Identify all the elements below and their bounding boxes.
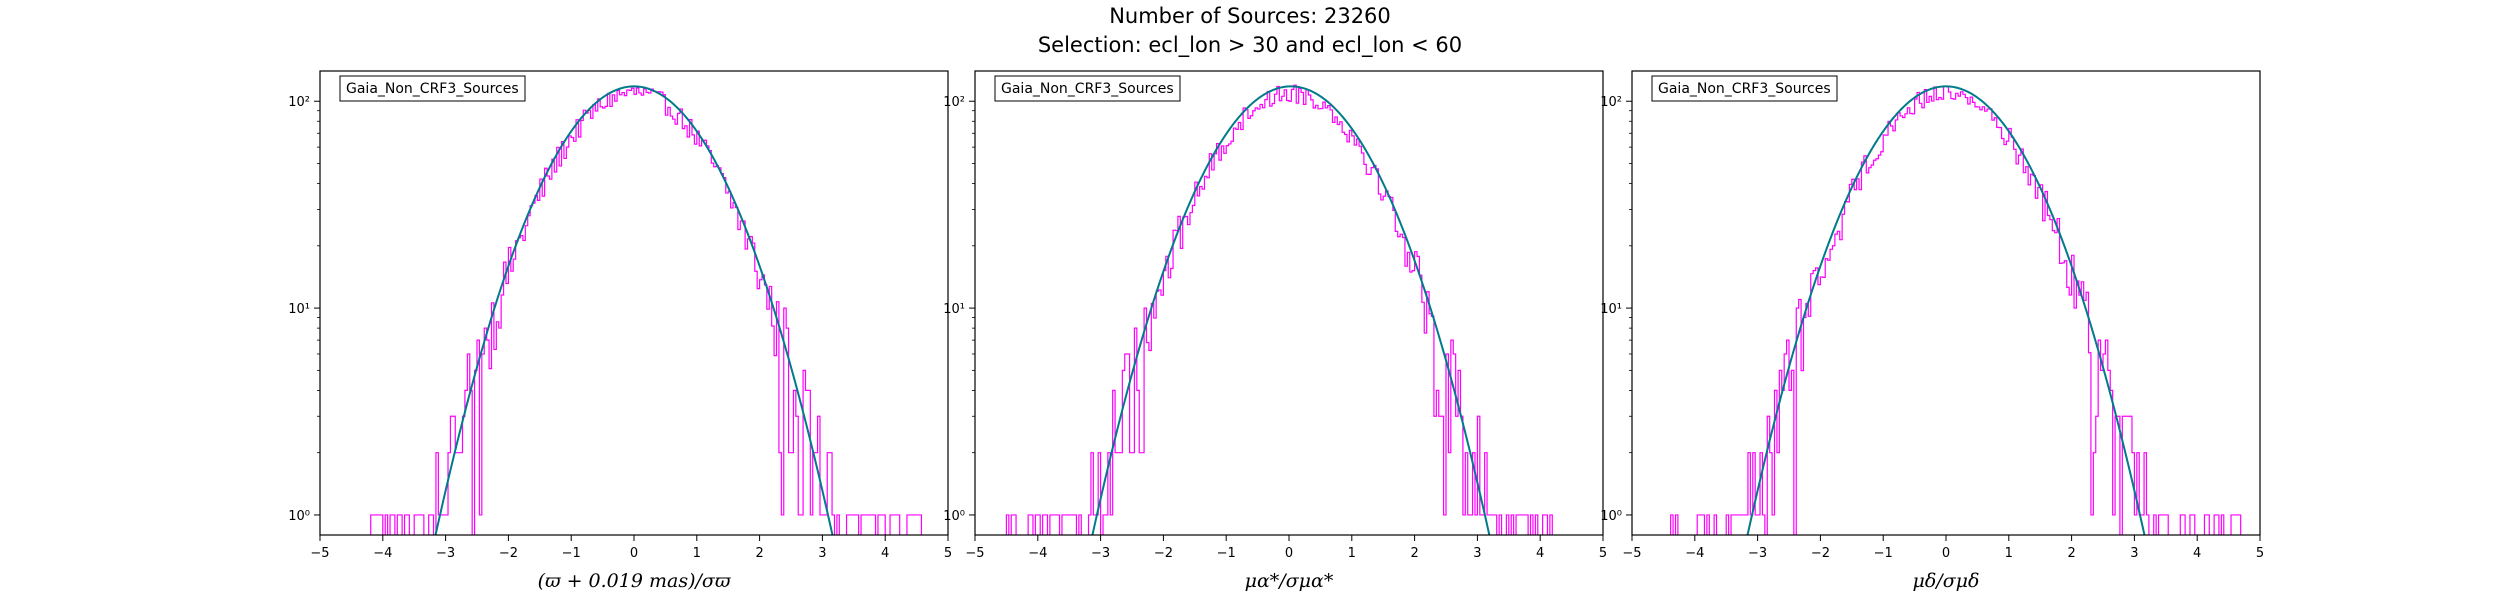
x-tick-label: −3 bbox=[1748, 546, 1767, 561]
chart-panel-1: −5 −4 −3 −2 −1 0 1 2 3 4 5 10⁰ 10¹ 10² Gaia_Non_CRF3_S… bbox=[288, 70, 952, 592]
x-tick-label: 1 bbox=[693, 546, 701, 561]
x-tick-label: 5 bbox=[1599, 546, 1607, 561]
x-tick-label: −1 bbox=[562, 546, 581, 561]
axes-frame bbox=[974, 70, 1604, 536]
legend-label: Gaia_Non_CRF3_Sources bbox=[1001, 81, 1174, 97]
gaussian-model-line bbox=[1746, 85, 2146, 535]
x-tick-label: −1 bbox=[1217, 546, 1236, 561]
y-tick-label: 10² bbox=[1600, 95, 1622, 110]
x-tick-label: 1 bbox=[2005, 546, 2013, 561]
axes-frame bbox=[1631, 70, 2261, 536]
x-tick-label: −5 bbox=[1622, 546, 1641, 561]
x-tick-label: 4 bbox=[2193, 546, 2201, 561]
x-tick-label: 2 bbox=[755, 546, 763, 561]
x-tick-label: 5 bbox=[944, 546, 952, 561]
x-tick-label: −4 bbox=[373, 546, 392, 561]
y-tick-label: 10⁰ bbox=[943, 509, 965, 524]
x-tick-label: −4 bbox=[1028, 546, 1047, 561]
x-tick-label: 4 bbox=[881, 546, 889, 561]
figure-title: Number of Sources: 23260 bbox=[1109, 4, 1391, 28]
x-tick-label: −5 bbox=[965, 546, 984, 561]
histogram-series bbox=[370, 87, 923, 535]
y-tick-label: 10¹ bbox=[943, 302, 965, 317]
x-tick-label: −2 bbox=[1154, 546, 1173, 561]
x-tick-label: −4 bbox=[1685, 546, 1704, 561]
x-tick-label: 1 bbox=[1348, 546, 1356, 561]
x-tick-label: −1 bbox=[1874, 546, 1893, 561]
y-tick-label: 10⁰ bbox=[1600, 509, 1622, 524]
y-tick-label: 10² bbox=[288, 95, 310, 110]
histogram-steps bbox=[1005, 84, 1553, 535]
legend-box bbox=[1651, 75, 1838, 102]
x-tick-label: 3 bbox=[818, 546, 826, 561]
y-tick-label: 10⁰ bbox=[288, 509, 310, 524]
x-tick-label: −5 bbox=[310, 546, 329, 561]
x-axis-label: μδ/σμδ bbox=[1913, 570, 1980, 592]
x-axis-label: μα*/σμα* bbox=[1245, 570, 1334, 592]
figure-subtitle: Selection: ecl_lon > 30 and ecl_lon < 60 bbox=[1037, 33, 1463, 57]
gaussian-model-line bbox=[1091, 85, 1491, 535]
x-tick-label: 2 bbox=[2067, 546, 2075, 561]
histogram-steps bbox=[370, 87, 923, 535]
gaussian-model-line bbox=[434, 85, 834, 535]
x-tick-label: 0 bbox=[1285, 546, 1293, 561]
x-tick-label: 4 bbox=[1536, 546, 1544, 561]
x-tick-label: 5 bbox=[2256, 546, 2264, 561]
axes-frame bbox=[319, 70, 949, 536]
x-tick-label: −2 bbox=[499, 546, 518, 561]
x-tick-label: 3 bbox=[1473, 546, 1481, 561]
x-tick-label: 3 bbox=[2130, 546, 2138, 561]
legend-label: Gaia_Non_CRF3_Sources bbox=[1658, 81, 1831, 97]
x-tick-label: −3 bbox=[1091, 546, 1110, 561]
legend-box bbox=[994, 75, 1181, 102]
x-tick-label: −3 bbox=[436, 546, 455, 561]
y-tick-label: 10¹ bbox=[288, 302, 310, 317]
y-tick-label: 10¹ bbox=[1600, 302, 1622, 317]
chart-panel-3: −5 −4 −3 −2 −1 0 1 2 3 4 5 10⁰ 10¹ 10² Gaia_Non_CRF3_S… bbox=[1600, 70, 2264, 592]
x-tick-label: 0 bbox=[630, 546, 638, 561]
histogram-series bbox=[1670, 85, 2242, 535]
x-axis-label: (ϖ + 0.019 mas)/σϖ bbox=[538, 570, 731, 592]
chart-panel-2: −5 −4 −3 −2 −1 0 1 2 3 4 5 10⁰ 10¹ 10² Gaia_Non_CRF3_S… bbox=[943, 70, 1607, 592]
legend-label: Gaia_Non_CRF3_Sources bbox=[346, 81, 519, 97]
histogram-steps bbox=[1670, 85, 2242, 535]
legend-box bbox=[339, 75, 526, 102]
x-tick-label: 2 bbox=[1410, 546, 1418, 561]
x-tick-label: −2 bbox=[1811, 546, 1830, 561]
histogram-series bbox=[1005, 84, 1553, 535]
x-tick-label: 0 bbox=[1942, 546, 1950, 561]
y-tick-label: 10² bbox=[943, 95, 965, 110]
